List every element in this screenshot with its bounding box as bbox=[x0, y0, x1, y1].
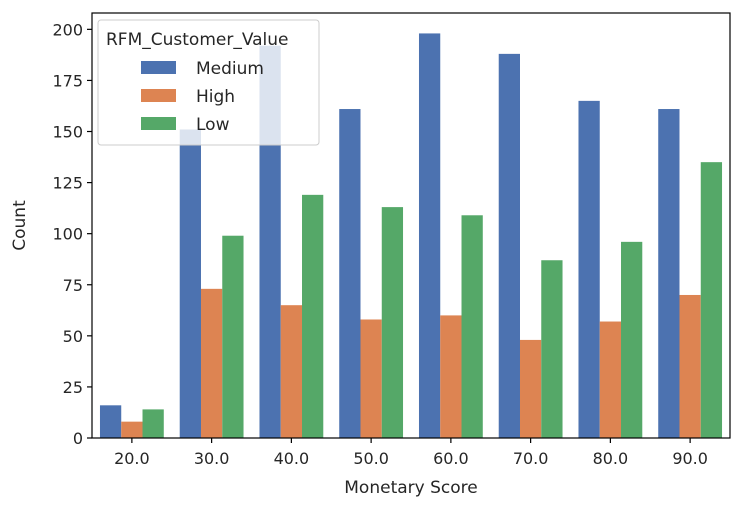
y-tick-label: 125 bbox=[52, 174, 83, 193]
bar-low-80.0 bbox=[621, 241, 643, 438]
bar-medium-70.0 bbox=[498, 53, 520, 439]
y-tick-label: 25 bbox=[63, 378, 83, 397]
x-tick-label: 50.0 bbox=[353, 449, 389, 468]
bar-high-90.0 bbox=[679, 294, 701, 438]
y-tick-label: 200 bbox=[52, 20, 83, 39]
bar-low-60.0 bbox=[461, 215, 483, 438]
x-axis-title: Monetary Score bbox=[344, 478, 477, 498]
bar-low-90.0 bbox=[700, 162, 723, 438]
bar-medium-80.0 bbox=[578, 100, 600, 439]
plot-frame bbox=[91, 12, 731, 439]
y-tick-label: 50 bbox=[63, 327, 83, 346]
y-tick-label: 175 bbox=[52, 71, 83, 90]
legend-label-high: High bbox=[196, 87, 235, 107]
legend-swatch-high bbox=[141, 89, 176, 102]
legend-swatch-low bbox=[141, 117, 176, 130]
x-tick-label: 20.0 bbox=[114, 449, 150, 468]
bar-medium-50.0 bbox=[339, 109, 361, 438]
y-tick-label: 100 bbox=[52, 225, 83, 244]
bar-high-80.0 bbox=[599, 321, 622, 438]
legend-title: RFM_Customer_Value bbox=[106, 30, 289, 50]
bar-low-40.0 bbox=[302, 194, 324, 438]
bar-high-40.0 bbox=[280, 305, 303, 438]
legend-box bbox=[97, 19, 320, 146]
legend-swatch-medium bbox=[141, 61, 176, 74]
axes-layer: 0 25 50 75 100 125 150 175 200 20.0 30.0 40.0 50.0 60… bbox=[52, 12, 731, 468]
legend-entries: Medium High Low bbox=[141, 59, 264, 135]
bar-low-70.0 bbox=[541, 260, 563, 438]
bar-low-50.0 bbox=[381, 207, 404, 438]
bars-layer bbox=[99, 33, 723, 439]
bar-high-60.0 bbox=[440, 315, 462, 438]
x-tick-label: 80.0 bbox=[593, 449, 629, 468]
bar-medium-90.0 bbox=[658, 109, 680, 438]
bar-high-70.0 bbox=[519, 339, 542, 438]
y-tick-label: 75 bbox=[63, 276, 83, 295]
legend-label-medium: Medium bbox=[196, 59, 264, 79]
y-tick-label: 0 bbox=[73, 429, 83, 448]
y-axis-title: Count bbox=[10, 200, 30, 251]
x-tick-label: 30.0 bbox=[194, 449, 230, 468]
x-tick-label: 70.0 bbox=[513, 449, 549, 468]
legend-label-low: Low bbox=[196, 115, 230, 135]
legend: RFM_Customer_Value Medium High Low bbox=[97, 19, 320, 146]
bar-medium-20.0 bbox=[99, 405, 122, 438]
bar-high-20.0 bbox=[121, 421, 143, 438]
bar-medium-30.0 bbox=[179, 129, 201, 438]
y-tick-label: 150 bbox=[52, 123, 83, 142]
bar-low-20.0 bbox=[142, 409, 164, 438]
bar-high-30.0 bbox=[200, 288, 223, 438]
x-tick-label: 60.0 bbox=[433, 449, 469, 468]
x-tick-label: 40.0 bbox=[274, 449, 310, 468]
bar-medium-60.0 bbox=[418, 33, 441, 439]
bar-low-30.0 bbox=[222, 235, 244, 438]
bar-high-50.0 bbox=[360, 319, 382, 438]
x-tick-label: 90.0 bbox=[672, 449, 708, 468]
